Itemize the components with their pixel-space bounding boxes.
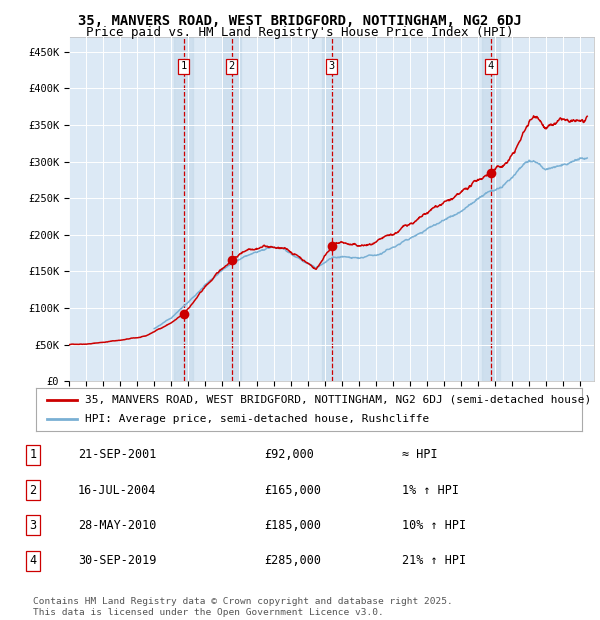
Bar [222, 37, 241, 381]
Text: £165,000: £165,000 [264, 484, 321, 497]
Text: 35, MANVERS ROAD, WEST BRIDGFORD, NOTTINGHAM, NG2 6DJ: 35, MANVERS ROAD, WEST BRIDGFORD, NOTTIN… [78, 14, 522, 29]
Text: 21% ↑ HPI: 21% ↑ HPI [402, 554, 466, 567]
Text: 28-MAY-2010: 28-MAY-2010 [78, 519, 157, 532]
Text: 3: 3 [29, 519, 37, 532]
Text: 2: 2 [29, 484, 37, 497]
Text: 30-SEP-2019: 30-SEP-2019 [78, 554, 157, 567]
Text: Price paid vs. HM Land Registry's House Price Index (HPI): Price paid vs. HM Land Registry's House … [86, 26, 514, 39]
Text: 4: 4 [488, 61, 494, 71]
Bar [174, 37, 193, 381]
Text: 1: 1 [181, 61, 187, 71]
Text: 1: 1 [29, 448, 37, 461]
Text: 16-JUL-2004: 16-JUL-2004 [78, 484, 157, 497]
Text: ≈ HPI: ≈ HPI [402, 448, 437, 461]
Text: 1% ↑ HPI: 1% ↑ HPI [402, 484, 459, 497]
Bar [322, 37, 341, 381]
Text: Contains HM Land Registry data © Crown copyright and database right 2025.
This d: Contains HM Land Registry data © Crown c… [33, 598, 453, 617]
Text: £92,000: £92,000 [264, 448, 314, 461]
Text: 2: 2 [229, 61, 235, 71]
Text: HPI: Average price, semi-detached house, Rushcliffe: HPI: Average price, semi-detached house,… [85, 414, 430, 423]
Text: 3: 3 [329, 61, 335, 71]
Text: £185,000: £185,000 [264, 519, 321, 532]
Text: 10% ↑ HPI: 10% ↑ HPI [402, 519, 466, 532]
Text: 21-SEP-2001: 21-SEP-2001 [78, 448, 157, 461]
Text: 4: 4 [29, 554, 37, 567]
Bar [482, 37, 500, 381]
Text: 35, MANVERS ROAD, WEST BRIDGFORD, NOTTINGHAM, NG2 6DJ (semi-detached house): 35, MANVERS ROAD, WEST BRIDGFORD, NOTTIN… [85, 395, 592, 405]
Text: £285,000: £285,000 [264, 554, 321, 567]
